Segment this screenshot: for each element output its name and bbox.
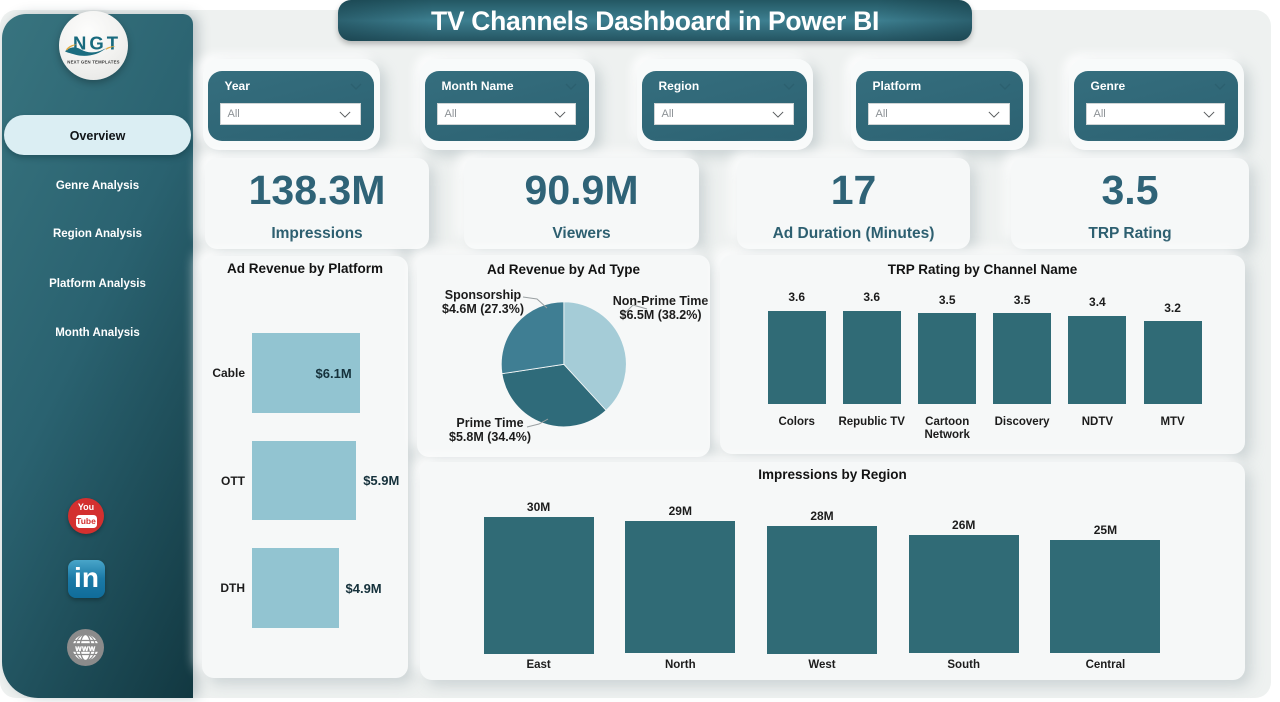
svg-text:NEXT GEN TEMPLATES: NEXT GEN TEMPLATES xyxy=(67,60,119,65)
svg-text:www: www xyxy=(74,644,95,653)
